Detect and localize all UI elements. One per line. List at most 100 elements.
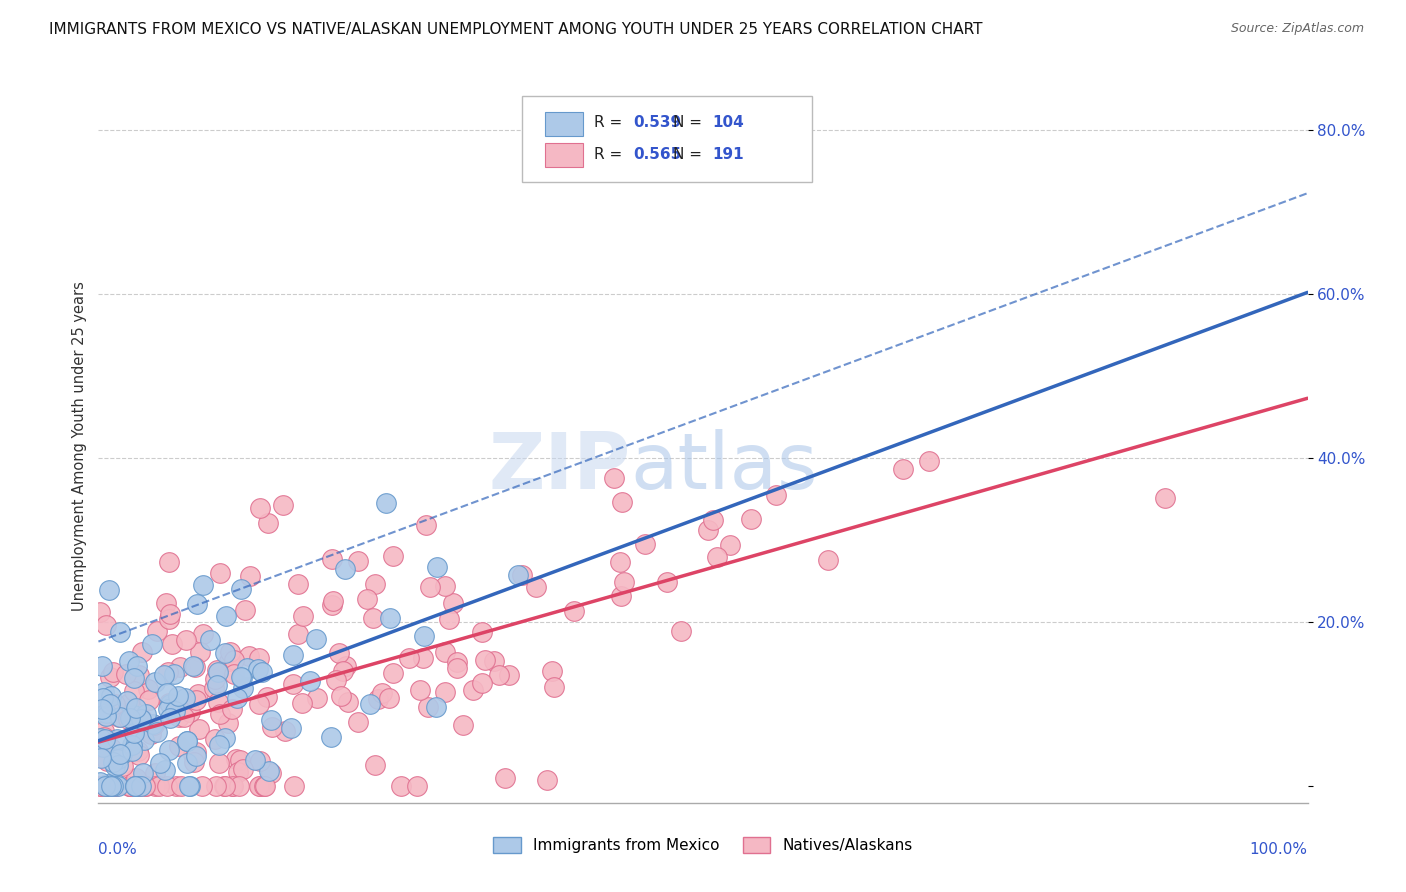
Point bbox=[603, 471, 626, 485]
Point bbox=[202, 681, 225, 696]
Point bbox=[398, 651, 420, 665]
Point bbox=[135, 707, 157, 722]
Point bbox=[139, 727, 162, 741]
Point bbox=[696, 524, 718, 538]
Point bbox=[226, 765, 249, 780]
Point bbox=[184, 745, 207, 759]
Point bbox=[214, 779, 236, 793]
Text: R =: R = bbox=[595, 147, 627, 162]
Point bbox=[96, 777, 118, 791]
Point bbox=[378, 611, 401, 625]
Point bbox=[250, 665, 273, 679]
Point bbox=[359, 697, 381, 711]
Point bbox=[375, 496, 398, 510]
Point bbox=[108, 709, 131, 723]
Point bbox=[634, 537, 657, 551]
Point bbox=[332, 664, 354, 678]
Point bbox=[101, 756, 124, 770]
Point bbox=[91, 690, 114, 705]
Point bbox=[167, 709, 190, 723]
Point bbox=[228, 753, 250, 767]
Text: 0.0%: 0.0% bbox=[98, 842, 138, 857]
Point bbox=[128, 747, 150, 762]
Point bbox=[669, 624, 692, 638]
Point bbox=[208, 566, 231, 581]
Point bbox=[153, 667, 176, 681]
Point bbox=[89, 774, 111, 789]
Point bbox=[176, 734, 198, 748]
Point bbox=[155, 596, 177, 610]
Point bbox=[159, 697, 181, 711]
Point bbox=[148, 779, 170, 793]
Point bbox=[118, 697, 141, 711]
Point bbox=[208, 706, 231, 721]
Point bbox=[186, 749, 208, 764]
Point bbox=[740, 511, 762, 525]
Point bbox=[127, 779, 149, 793]
Point bbox=[207, 696, 229, 710]
Point bbox=[426, 560, 449, 574]
Point bbox=[364, 577, 387, 591]
Point bbox=[215, 609, 238, 624]
Point bbox=[104, 759, 127, 773]
Point bbox=[104, 779, 127, 793]
Point bbox=[176, 756, 198, 770]
Point bbox=[273, 498, 295, 512]
Point bbox=[891, 462, 914, 476]
Point bbox=[89, 731, 111, 746]
Point bbox=[98, 697, 121, 711]
Point bbox=[125, 779, 148, 793]
Point bbox=[208, 739, 231, 753]
Point bbox=[100, 689, 122, 703]
Point bbox=[718, 538, 741, 552]
Point bbox=[107, 752, 129, 766]
Point bbox=[498, 668, 520, 682]
Text: Source: ZipAtlas.com: Source: ZipAtlas.com bbox=[1230, 22, 1364, 36]
Point bbox=[187, 687, 209, 701]
Point bbox=[134, 779, 156, 793]
Point bbox=[131, 765, 153, 780]
Point bbox=[122, 683, 145, 698]
Point bbox=[208, 756, 231, 771]
Point bbox=[105, 732, 128, 747]
Point bbox=[110, 747, 132, 761]
Point bbox=[367, 692, 389, 706]
Point bbox=[256, 690, 278, 704]
Point bbox=[446, 660, 468, 674]
Point bbox=[236, 661, 259, 675]
Point bbox=[434, 645, 457, 659]
Point bbox=[222, 653, 245, 667]
Point bbox=[100, 740, 122, 755]
Point bbox=[184, 693, 207, 707]
Point bbox=[207, 665, 229, 680]
Point bbox=[247, 662, 270, 676]
Point bbox=[89, 779, 111, 793]
Point bbox=[562, 604, 585, 618]
Point bbox=[328, 646, 350, 660]
Point bbox=[307, 691, 329, 706]
Point bbox=[214, 731, 236, 745]
Point bbox=[291, 696, 314, 710]
Point bbox=[118, 779, 141, 793]
Point bbox=[281, 677, 304, 691]
Point bbox=[609, 589, 631, 603]
Point bbox=[218, 654, 240, 668]
Point bbox=[183, 660, 205, 674]
Point bbox=[702, 513, 724, 527]
Point bbox=[222, 666, 245, 681]
Point bbox=[104, 779, 127, 793]
Point bbox=[159, 607, 181, 622]
Point bbox=[124, 779, 146, 793]
Text: ZIP: ZIP bbox=[488, 429, 630, 506]
Point bbox=[382, 549, 405, 564]
Point bbox=[179, 706, 201, 720]
Legend: Immigrants from Mexico, Natives/Alaskans: Immigrants from Mexico, Natives/Alaskans bbox=[488, 830, 918, 859]
Point bbox=[249, 754, 271, 768]
Point bbox=[381, 666, 404, 681]
Point bbox=[225, 752, 247, 766]
Point bbox=[212, 779, 235, 793]
Point bbox=[188, 723, 211, 737]
Point bbox=[228, 779, 250, 793]
Point bbox=[488, 668, 510, 682]
Point bbox=[298, 673, 321, 688]
